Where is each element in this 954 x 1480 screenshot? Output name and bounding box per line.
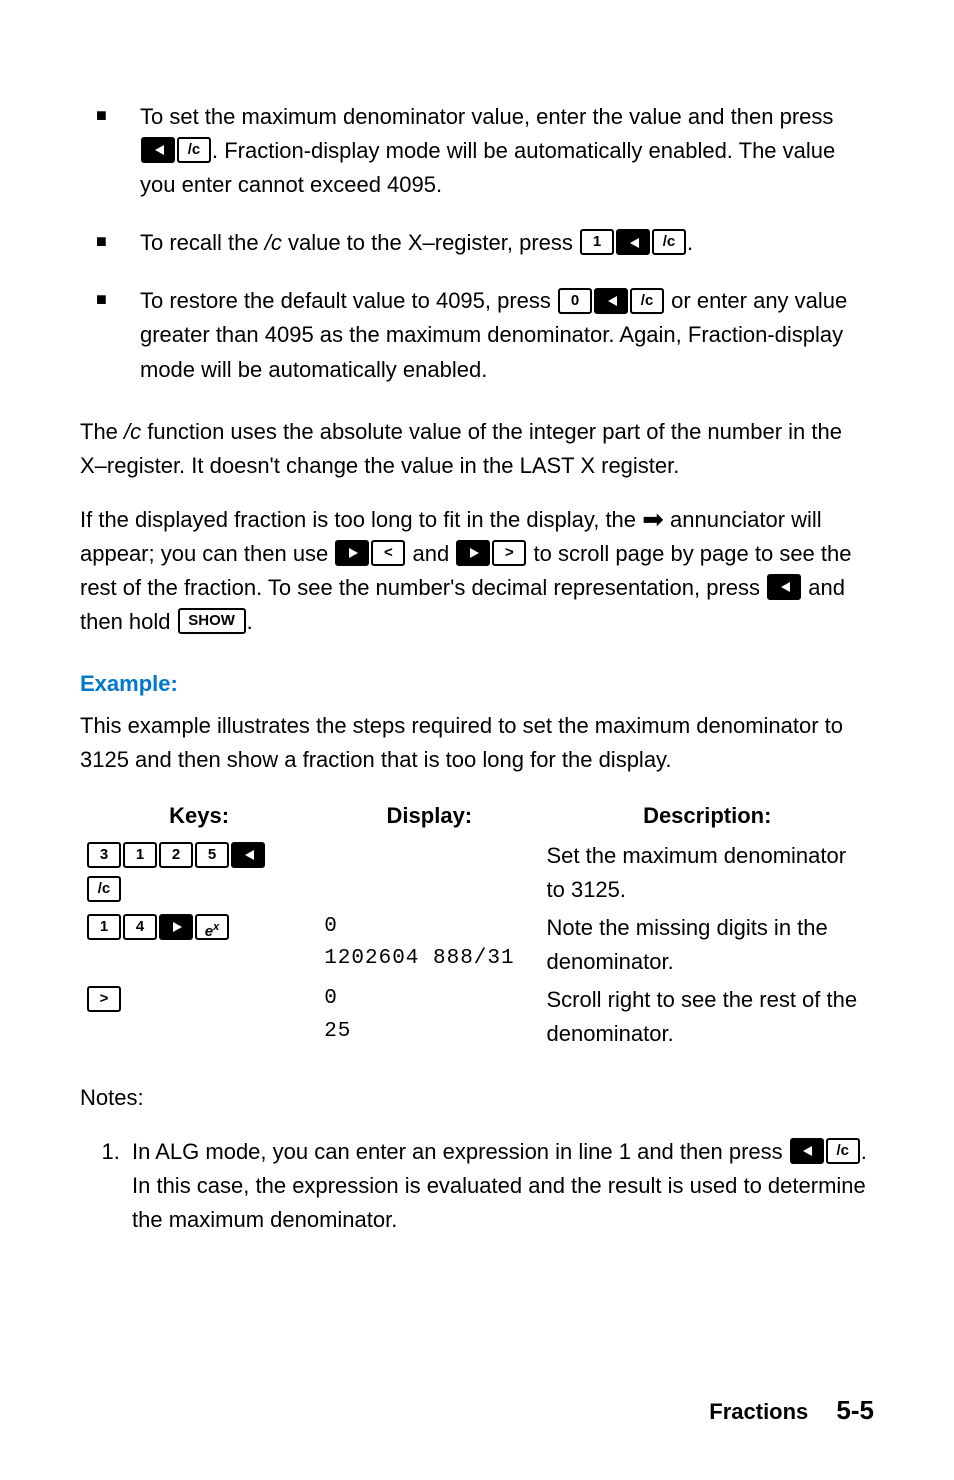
ex-key: ex	[195, 914, 229, 940]
footer-page: 5-5	[836, 1395, 874, 1425]
shift-right-icon	[159, 914, 193, 940]
cell-desc: Set the maximum denominator to 3125.	[541, 837, 875, 909]
arrow-right-key: >	[492, 540, 526, 566]
shift-left-icon	[594, 288, 628, 314]
table-row: 14 ex 0 1202604 888/31 Note the missing d…	[80, 909, 874, 981]
note-item: In ALG mode, you can enter an expression…	[126, 1135, 874, 1237]
text: . Fraction-display mode will be automati…	[140, 138, 835, 197]
key-4: 4	[123, 914, 157, 940]
italic-text: /c	[124, 419, 141, 444]
shift-right-icon	[335, 540, 369, 566]
text: function uses the absolute value of the …	[80, 419, 842, 478]
table-row: > 0 25 Scroll right to see the rest of t…	[80, 981, 874, 1053]
frac-c-key: /c	[826, 1138, 860, 1164]
shift-left-icon	[231, 842, 265, 868]
show-key: SHOW	[178, 608, 246, 634]
text: If the displayed fraction is too long to…	[80, 507, 642, 532]
example-text: This example illustrates the steps requi…	[80, 709, 874, 777]
text: .	[247, 609, 253, 634]
table-row: 3125 /c Set the maximum denominator to 3…	[80, 837, 874, 909]
key-1: 1	[580, 229, 614, 255]
bullet-item: To set the maximum denominator value, en…	[80, 100, 874, 202]
key-1: 1	[87, 914, 121, 940]
frac-c-key: /c	[87, 876, 121, 902]
notes-label: Notes:	[80, 1081, 874, 1115]
text: To recall the	[140, 230, 265, 255]
cell-display: 0 1202604 888/31	[318, 909, 540, 981]
shift-left-icon	[767, 574, 801, 600]
paragraph: If the displayed fraction is too long to…	[80, 503, 874, 639]
shift-right-icon	[456, 540, 490, 566]
bullet-item: To recall the /c value to the X–register…	[80, 226, 874, 260]
frac-c-key: /c	[177, 137, 211, 163]
paragraph: The /c function uses the absolute value …	[80, 415, 874, 483]
frac-c-key: /c	[652, 229, 686, 255]
footer-title: Fractions	[709, 1399, 808, 1424]
keys-display-desc-table: Keys: Display: Description: 3125 /c Set …	[80, 798, 874, 1054]
shift-left-icon	[790, 1138, 824, 1164]
text: and	[413, 541, 456, 566]
col-description: Description:	[541, 798, 875, 837]
cell-display: 0 25	[318, 981, 540, 1053]
frac-c-key: /c	[630, 288, 664, 314]
cell-keys: 3125 /c	[80, 837, 318, 909]
cell-desc: Scroll right to see the rest of the deno…	[541, 981, 875, 1053]
arrow-right-key: >	[87, 986, 121, 1012]
col-display: Display:	[318, 798, 540, 837]
key-5: 5	[195, 842, 229, 868]
key-0: 0	[558, 288, 592, 314]
shift-left-icon	[616, 229, 650, 255]
key-2: 2	[159, 842, 193, 868]
bullet-item: To restore the default value to 4095, pr…	[80, 284, 874, 386]
right-arrow-icon: ➡	[642, 506, 664, 532]
text: value to the X–register, press	[282, 230, 579, 255]
text: To set the maximum denominator value, en…	[140, 104, 833, 129]
cell-desc: Note the missing digits in the denominat…	[541, 909, 875, 981]
cell-display	[318, 837, 540, 909]
shift-left-icon	[141, 137, 175, 163]
text: .	[687, 230, 693, 255]
arrow-left-key: <	[371, 540, 405, 566]
example-heading: Example:	[80, 667, 874, 701]
bullet-list: To set the maximum denominator value, en…	[80, 100, 874, 387]
key-3: 3	[87, 842, 121, 868]
notes-list: In ALG mode, you can enter an expression…	[80, 1135, 874, 1237]
text: To restore the default value to 4095, pr…	[140, 288, 557, 313]
text: The	[80, 419, 124, 444]
col-keys: Keys:	[80, 798, 318, 837]
cell-keys: 14 ex	[80, 909, 318, 981]
cell-keys: >	[80, 981, 318, 1053]
page-footer: Fractions 5-5	[709, 1390, 874, 1430]
key-1: 1	[123, 842, 157, 868]
text: In ALG mode, you can enter an expression…	[132, 1139, 789, 1164]
italic-text: /c	[265, 230, 282, 255]
table-header-row: Keys: Display: Description:	[80, 798, 874, 837]
